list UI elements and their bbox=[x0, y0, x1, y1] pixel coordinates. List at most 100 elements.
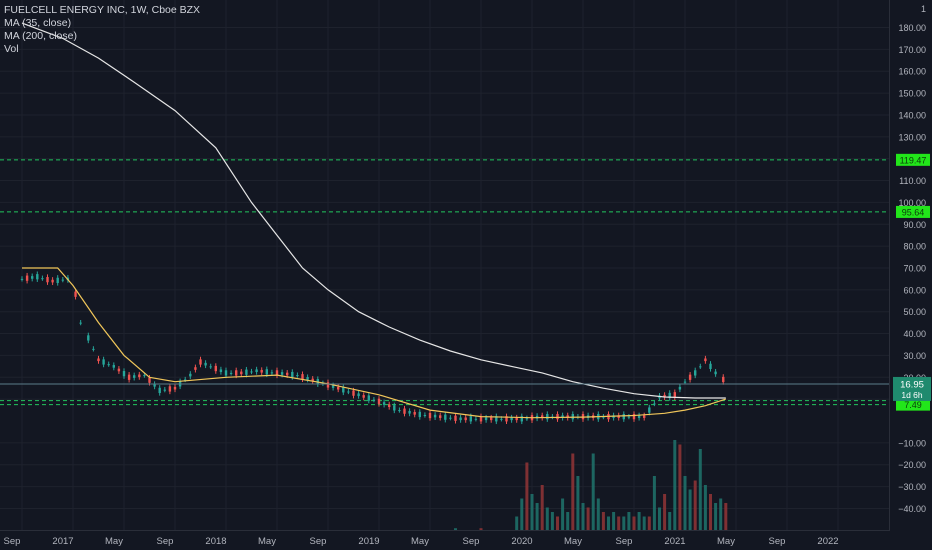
volume-bar bbox=[678, 444, 682, 530]
volume-bar bbox=[556, 516, 559, 530]
candle-body bbox=[36, 274, 39, 280]
candle-body bbox=[250, 371, 253, 373]
candle-body bbox=[388, 404, 391, 408]
candle-body bbox=[505, 416, 508, 422]
candle-body bbox=[306, 377, 309, 380]
x-tick-label: 2020 bbox=[511, 536, 532, 547]
candle-body bbox=[418, 411, 421, 418]
x-tick-label: 2018 bbox=[205, 536, 226, 547]
volume-bar bbox=[622, 516, 626, 530]
volume-bar bbox=[673, 440, 677, 530]
candle-body bbox=[265, 369, 268, 375]
x-tick-label: May bbox=[105, 536, 123, 547]
candle-body bbox=[439, 415, 442, 418]
candle-body bbox=[153, 383, 156, 387]
candle-body bbox=[433, 414, 437, 418]
candle-body bbox=[260, 369, 263, 373]
volume-bar bbox=[627, 512, 631, 530]
candle-body bbox=[347, 391, 350, 393]
candle-body bbox=[133, 375, 136, 378]
candle-body bbox=[515, 417, 518, 421]
y-tick-label: −30.00 bbox=[898, 482, 926, 492]
legend-title[interactable]: FUELCELL ENERGY INC, 1W, Cboe BZX bbox=[4, 4, 201, 16]
volume-bar bbox=[714, 503, 718, 530]
y-tick-label: 110.00 bbox=[899, 176, 926, 186]
legend-vol[interactable]: Vol bbox=[4, 43, 19, 55]
candle-body bbox=[189, 373, 192, 377]
candle-body bbox=[51, 279, 54, 283]
legend-ma35[interactable]: MA (35, close) bbox=[4, 17, 72, 29]
candle-body bbox=[520, 416, 523, 422]
volume-bar bbox=[693, 480, 697, 530]
x-tick-label: 2019 bbox=[358, 536, 379, 547]
candle-body bbox=[31, 276, 34, 279]
candle-body bbox=[423, 414, 427, 416]
volume-bar bbox=[530, 494, 534, 530]
candle-body bbox=[331, 385, 335, 388]
legend-ma200[interactable]: MA (200, close) bbox=[4, 30, 77, 42]
candle-body bbox=[704, 358, 707, 362]
volume-bar bbox=[724, 503, 728, 530]
candle-body bbox=[367, 395, 370, 401]
volume-bar bbox=[632, 516, 636, 530]
y-axis-separator bbox=[889, 0, 890, 530]
candle-body bbox=[377, 398, 381, 404]
volume-bar bbox=[515, 516, 519, 530]
x-tick-label: Sep bbox=[4, 536, 21, 547]
candle-body bbox=[337, 386, 340, 390]
candle-body bbox=[214, 365, 217, 372]
candle-body bbox=[92, 348, 95, 350]
candle-body bbox=[653, 403, 656, 405]
candle-body bbox=[224, 370, 228, 376]
volume-bar bbox=[581, 503, 585, 530]
candle-body bbox=[184, 379, 187, 381]
x-tick-label: May bbox=[258, 536, 276, 547]
y-tick-label: 40.00 bbox=[903, 329, 926, 339]
candle-body bbox=[97, 358, 100, 362]
candle-body bbox=[643, 415, 646, 418]
volume-bar bbox=[566, 512, 570, 530]
candle-body bbox=[194, 367, 197, 370]
volume-bar bbox=[520, 498, 524, 530]
volume-bar bbox=[663, 494, 667, 530]
x-tick-label: May bbox=[717, 536, 735, 547]
candle-body bbox=[275, 370, 279, 376]
y-tick-label: 1 bbox=[921, 4, 926, 14]
candle-body bbox=[714, 371, 717, 375]
candle-body bbox=[112, 365, 115, 368]
candle-body bbox=[326, 382, 330, 388]
volume-bar bbox=[545, 507, 549, 530]
candle-body bbox=[525, 418, 529, 420]
volume-bar bbox=[540, 485, 544, 530]
candle-body bbox=[449, 417, 452, 419]
candle-body bbox=[342, 387, 345, 393]
candle-body bbox=[46, 277, 49, 283]
candle-body bbox=[413, 412, 416, 415]
x-tick-label: Sep bbox=[463, 536, 480, 547]
volume-bar bbox=[688, 489, 692, 530]
candle-body bbox=[173, 386, 177, 390]
candle-body bbox=[56, 277, 59, 283]
candle-body bbox=[25, 275, 29, 281]
candle-body bbox=[352, 390, 355, 396]
candle-body bbox=[469, 416, 472, 422]
candle-body bbox=[199, 359, 202, 365]
candle-body bbox=[168, 386, 172, 392]
candle-body bbox=[683, 381, 687, 383]
candle-body bbox=[454, 415, 457, 421]
candle-body bbox=[74, 291, 77, 297]
candle-body bbox=[678, 386, 682, 390]
y-tick-label: 60.00 bbox=[903, 285, 926, 295]
candle-body bbox=[280, 372, 284, 375]
candle-body bbox=[296, 375, 299, 377]
candle-body bbox=[403, 408, 406, 414]
y-tick-label: 180.00 bbox=[898, 23, 926, 33]
candle-body bbox=[668, 392, 671, 399]
price-level-label: 7.49 bbox=[904, 400, 922, 410]
candle-body bbox=[694, 370, 697, 376]
volume-bar bbox=[591, 453, 595, 530]
chart-legend: FUELCELL ENERGY INC, 1W, Cboe BZX MA (35… bbox=[4, 4, 200, 56]
price-level-label-bg bbox=[896, 205, 930, 218]
x-tick-label: May bbox=[411, 536, 429, 547]
